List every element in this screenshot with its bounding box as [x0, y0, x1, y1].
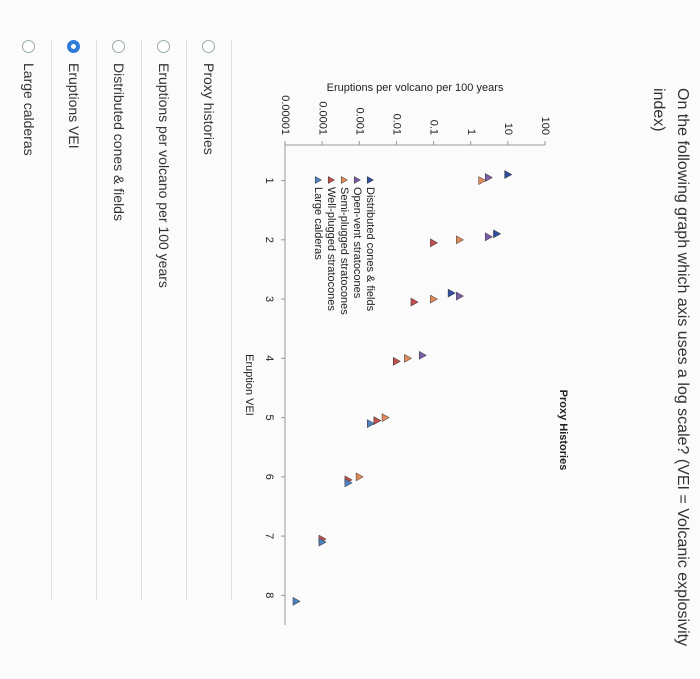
- chart-title: Proxy Histories: [557, 390, 569, 471]
- answer-option[interactable]: Large calderas: [7, 40, 52, 600]
- legend-label: Distributed cones & fields: [364, 187, 376, 312]
- option-label: Proxy histories: [201, 63, 217, 155]
- data-point: [373, 416, 382, 426]
- legend-label: Semi-plugged stratocones: [338, 187, 350, 315]
- option-label: Large calderas: [21, 63, 37, 156]
- data-point: [484, 232, 493, 242]
- legend-marker: [314, 176, 323, 184]
- x-axis-label: Eruption VEI: [243, 354, 255, 416]
- data-point: [355, 472, 364, 482]
- radio-button[interactable]: [202, 40, 216, 53]
- y-tick-label: 0.01: [391, 114, 403, 135]
- data-point: [367, 419, 375, 429]
- data-point: [456, 291, 465, 301]
- legend-marker: [327, 176, 336, 184]
- legend-marker: [340, 176, 349, 184]
- question: On the following graph which axis uses a…: [650, 88, 691, 647]
- data-point: [447, 288, 456, 298]
- x-tick-label: 3: [263, 296, 275, 302]
- data-point: [404, 353, 413, 363]
- y-tick-label: 0.00001: [279, 95, 291, 135]
- y-tick-label: 10: [502, 123, 514, 135]
- answer-option[interactable]: Eruptions per volcano per 100 years: [142, 40, 187, 600]
- option-label: Distributed cones & fields: [111, 63, 127, 221]
- answer-option[interactable]: Distributed cones & fields: [97, 40, 142, 600]
- y-tick-label: 0.001: [353, 107, 365, 135]
- data-point: [418, 350, 427, 360]
- chart: Proxy Histories 100 10 1 0.1 0.01 0.001 0.0001 0…: [243, 82, 569, 625]
- data-point: [292, 596, 301, 606]
- x-tick-label: 6: [263, 474, 275, 480]
- data-point: [493, 229, 502, 239]
- legend-label: Well-plugged stratocones: [325, 187, 337, 311]
- x-tick-label: 2: [263, 237, 275, 243]
- data-point: [318, 537, 327, 547]
- legend-label: Large calderas: [312, 187, 324, 260]
- legend-marker: [353, 176, 362, 184]
- radio-button[interactable]: [112, 40, 126, 53]
- option-label: Eruptions per volcano per 100 years: [156, 63, 172, 288]
- y-tick-label: 0.0001: [316, 101, 328, 135]
- answer-option[interactable]: Eruptions VEI: [52, 40, 97, 600]
- data-point: [456, 235, 465, 245]
- data-point: [484, 173, 493, 182]
- y-axis-label: Eruptions per volcano per 100 years: [327, 82, 504, 94]
- x-tick-label: 7: [263, 533, 275, 539]
- legend-marker: [366, 176, 375, 184]
- data-point: [410, 297, 419, 307]
- answer-option[interactable]: Proxy histories: [187, 40, 232, 600]
- y-tick-label: 0.1: [428, 120, 440, 135]
- data-point: [430, 238, 439, 248]
- data-point: [344, 478, 353, 488]
- data-point: [392, 356, 401, 366]
- x-tick-label: 4: [263, 355, 275, 361]
- data-point: [430, 294, 439, 304]
- x-tick-label: 1: [263, 177, 275, 183]
- radio-button[interactable]: [157, 40, 171, 53]
- data-point: [381, 413, 390, 423]
- y-tick-label: 100: [539, 117, 551, 135]
- radio-button[interactable]: [67, 40, 81, 53]
- data-point: [478, 176, 487, 185]
- x-tick-label: 5: [263, 415, 275, 421]
- radio-button[interactable]: [22, 40, 36, 53]
- x-tick-label: 8: [263, 592, 275, 598]
- option-label: Eruptions VEI: [66, 63, 82, 149]
- data-point: [504, 170, 513, 179]
- legend-label: Open-vent stratocones: [351, 187, 363, 299]
- y-tick-label: 1: [465, 129, 477, 135]
